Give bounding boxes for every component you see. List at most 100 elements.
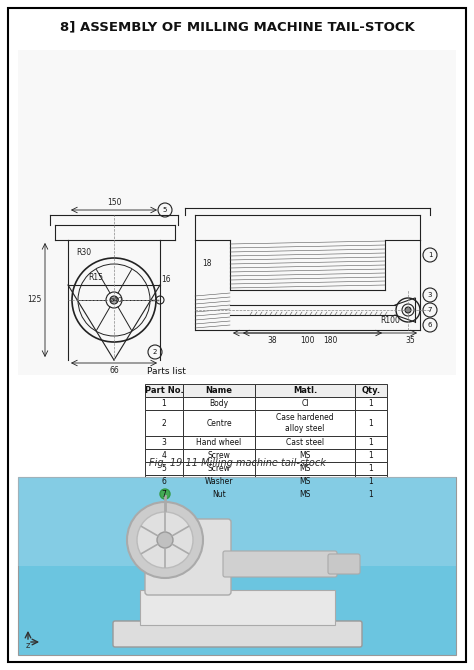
FancyBboxPatch shape [140, 590, 335, 625]
Text: 5: 5 [162, 464, 166, 473]
Text: 2: 2 [153, 349, 157, 355]
Text: 66: 66 [109, 366, 119, 375]
Text: MS: MS [299, 490, 310, 499]
Text: 1: 1 [428, 252, 432, 258]
Bar [355, 397, 387, 410]
Text: Parts list: Parts list [147, 368, 186, 377]
Text: Fig. 19.11 Milling machine tail-stock: Fig. 19.11 Milling machine tail-stock [148, 458, 326, 468]
Bar [355, 475, 387, 488]
Bar [145, 462, 183, 475]
Bar [145, 384, 183, 397]
FancyBboxPatch shape [223, 551, 337, 577]
Text: MS: MS [299, 477, 310, 486]
Bar [255, 436, 355, 449]
Text: z: z [26, 641, 30, 650]
Bar [255, 488, 355, 501]
Bar [255, 449, 355, 462]
Text: 8] ASSEMBLY OF MILLING MACHINE TAIL-STOCK: 8] ASSEMBLY OF MILLING MACHINE TAIL-STOC… [60, 21, 414, 34]
FancyBboxPatch shape [113, 621, 362, 647]
Bar [183, 462, 255, 475]
Bar [183, 436, 255, 449]
Bar [355, 462, 387, 475]
Bar [18, 477, 456, 655]
Text: MS: MS [299, 451, 310, 460]
Bar [145, 410, 183, 436]
Bar [255, 410, 355, 436]
Bar [255, 397, 355, 410]
Bar [183, 384, 255, 397]
Circle shape [110, 296, 118, 304]
Text: 7: 7 [428, 307, 432, 313]
Bar [183, 488, 255, 501]
Text: R15: R15 [89, 273, 103, 282]
FancyBboxPatch shape [8, 8, 466, 662]
Text: MS: MS [299, 464, 310, 473]
Bar [18, 477, 456, 566]
Bar [145, 488, 183, 501]
Bar [355, 410, 387, 436]
Text: Qty.: Qty. [362, 386, 381, 395]
Circle shape [157, 532, 173, 548]
Text: 1: 1 [369, 451, 374, 460]
Bar [355, 384, 387, 397]
Text: 6: 6 [162, 477, 166, 486]
Text: R100: R100 [380, 316, 400, 325]
Text: 1: 1 [369, 399, 374, 408]
Bar [145, 475, 183, 488]
Text: 1: 1 [369, 464, 374, 473]
Text: 1: 1 [162, 399, 166, 408]
Text: 1: 1 [369, 419, 374, 427]
Text: 1: 1 [369, 490, 374, 499]
Text: Hand wheel: Hand wheel [196, 438, 242, 447]
Circle shape [137, 512, 193, 568]
Bar [183, 410, 255, 436]
Text: 1: 1 [369, 438, 374, 447]
Text: Body: Body [210, 399, 228, 408]
Bar [145, 436, 183, 449]
Text: 2: 2 [162, 419, 166, 427]
Text: 35: 35 [405, 336, 415, 345]
Bar [355, 436, 387, 449]
Text: ø40: ø40 [109, 297, 123, 303]
Bar [255, 462, 355, 475]
Text: 180: 180 [323, 336, 337, 345]
Bar [255, 384, 355, 397]
Circle shape [405, 307, 411, 313]
Text: Name: Name [206, 386, 233, 395]
Text: Cast steel: Cast steel [286, 438, 324, 447]
Circle shape [160, 489, 170, 499]
Text: Part No.: Part No. [145, 386, 183, 395]
Text: 125: 125 [27, 295, 42, 304]
Bar [183, 397, 255, 410]
Text: 7: 7 [162, 490, 166, 499]
Text: Case hardened
alloy steel: Case hardened alloy steel [276, 413, 334, 433]
Text: Screw: Screw [208, 451, 230, 460]
Text: 4: 4 [162, 451, 166, 460]
Bar [183, 475, 255, 488]
Text: Centre: Centre [206, 419, 232, 427]
FancyBboxPatch shape [145, 519, 231, 595]
Text: 16: 16 [161, 275, 171, 284]
Text: Screw: Screw [208, 464, 230, 473]
Bar [145, 397, 183, 410]
Bar [145, 449, 183, 462]
FancyBboxPatch shape [328, 554, 360, 574]
Text: 3: 3 [162, 438, 166, 447]
Bar [355, 488, 387, 501]
Bar [355, 449, 387, 462]
Text: Matl.: Matl. [293, 386, 317, 395]
Text: 100: 100 [300, 336, 314, 345]
Text: R30: R30 [76, 248, 91, 257]
Circle shape [127, 502, 203, 578]
Text: 6: 6 [428, 322, 432, 328]
Bar [18, 50, 456, 375]
Text: Washer: Washer [205, 477, 233, 486]
Text: 1: 1 [369, 477, 374, 486]
Text: Nut: Nut [212, 490, 226, 499]
Text: 3: 3 [428, 292, 432, 298]
Text: 5: 5 [163, 207, 167, 213]
Bar [183, 449, 255, 462]
Text: 18: 18 [202, 259, 212, 268]
Text: CI: CI [301, 399, 309, 408]
Text: 150: 150 [107, 198, 121, 207]
